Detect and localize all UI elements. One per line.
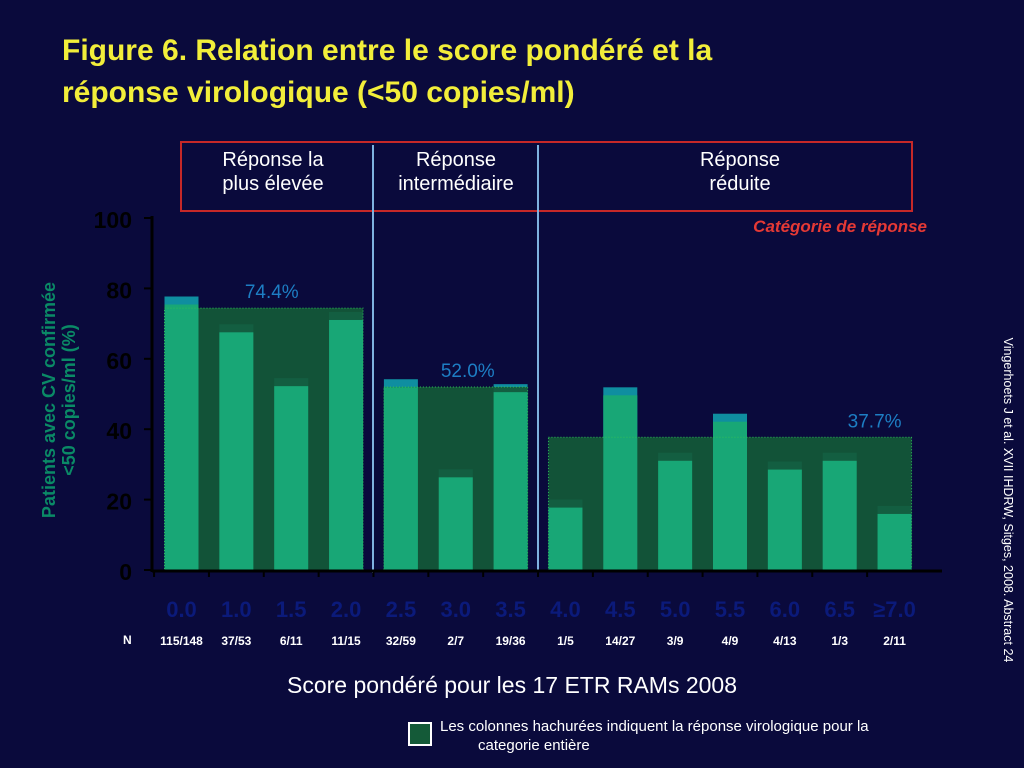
legend-line-2: categorie entière (478, 737, 590, 754)
legend-text: Les colonnes hachurées indiquent la répo… (440, 717, 1000, 755)
x-tick-label-1: 1.0 (221, 597, 252, 622)
bar-5 (438, 477, 473, 570)
bar-4 (383, 387, 418, 570)
group-percent-label-1: 52.0% (441, 361, 495, 382)
x-tick-label-13: ≥7.0 (873, 597, 916, 622)
y-tick-label-4: 80 (106, 277, 132, 303)
bar-1 (219, 332, 254, 570)
y-tick-label-2: 40 (106, 418, 132, 444)
n-value-12: 1/3 (831, 634, 848, 648)
category-caption: Catégorie de réponse (753, 217, 927, 236)
n-value-10: 4/9 (722, 634, 739, 648)
n-value-4: 32/59 (386, 634, 416, 648)
bar-2 (274, 386, 309, 570)
legend-line-1: Les colonnes hachurées indiquent la répo… (440, 718, 869, 735)
group-percent-label-0: 74.4% (245, 282, 299, 303)
y-tick-label-5: 100 (94, 207, 132, 233)
n-value-1: 37/53 (221, 634, 251, 648)
bar-10 (713, 421, 747, 570)
bar-7 (548, 507, 583, 570)
bar-13 (877, 513, 912, 570)
x-tick-label-9: 5.0 (660, 597, 691, 622)
x-tick-label-3: 2.0 (331, 597, 362, 622)
group-outline-1 (383, 386, 529, 571)
n-value-2: 6/11 (280, 634, 303, 648)
group-outline-0 (164, 307, 364, 571)
group-outline-2 (547, 436, 913, 571)
bar-11 (767, 469, 802, 570)
category-reduced-label: Réponse réduite (699, 149, 781, 195)
n-value-9: 3/9 (667, 634, 684, 648)
x-tick-label-4: 2.5 (386, 597, 417, 622)
group-percent-label-2: 37.7% (848, 411, 902, 432)
n-value-8: 14/27 (605, 634, 635, 648)
title-line-1: Figure 6. Relation entre le score pondér… (62, 34, 713, 67)
bar-0 (164, 304, 199, 570)
y-tick-label-1: 20 (106, 489, 132, 515)
legend-swatch (408, 722, 432, 746)
category-intermediate-label: Réponse intermédiaire (398, 149, 514, 195)
n-value-0: 115/148 (160, 634, 203, 648)
response-category-frame (180, 141, 913, 212)
bar-9 (658, 460, 693, 570)
bar-3 (329, 319, 364, 570)
title-line-2: réponse virologique (<50 copies/ml) (62, 76, 575, 109)
x-tick-label-5: 3.0 (440, 597, 471, 622)
n-value-11: 4/13 (773, 634, 797, 648)
x-tick-label-8: 4.5 (605, 597, 636, 622)
n-value-7: 1/5 (557, 634, 574, 648)
x-tick-label-0: 0.0 (166, 597, 197, 622)
category-highest-label: Réponse la plus élevée (222, 149, 324, 195)
x-tick-label-2: 1.5 (276, 597, 307, 622)
bar-12 (822, 460, 857, 570)
x-tick-label-11: 6.0 (770, 597, 801, 622)
n-value-13: 2/11 (883, 634, 906, 648)
page-title: Figure 6. Relation entre le score pondér… (62, 30, 882, 114)
n-value-3: 11/15 (331, 634, 361, 648)
x-tick-label-6: 3.5 (495, 597, 526, 622)
n-value-5: 2/7 (447, 634, 464, 648)
y-tick-label-3: 60 (106, 348, 132, 374)
x-tick-label-7: 4.0 (550, 597, 581, 622)
citation: Vingerhoets J et al. XVII IHDRW, Sitges,… (1001, 337, 1015, 663)
bar-8 (603, 395, 638, 570)
n-row-label: N (123, 633, 132, 647)
x-tick-label-12: 6.5 (824, 597, 855, 622)
y-tick-label-0: 0 (119, 559, 132, 585)
n-value-6: 19/36 (496, 634, 526, 648)
x-axis-title: Score pondéré pour les 17 ETR RAMs 2008 (286, 672, 738, 698)
x-tick-label-10: 5.5 (715, 597, 746, 622)
bar-6 (493, 392, 528, 570)
